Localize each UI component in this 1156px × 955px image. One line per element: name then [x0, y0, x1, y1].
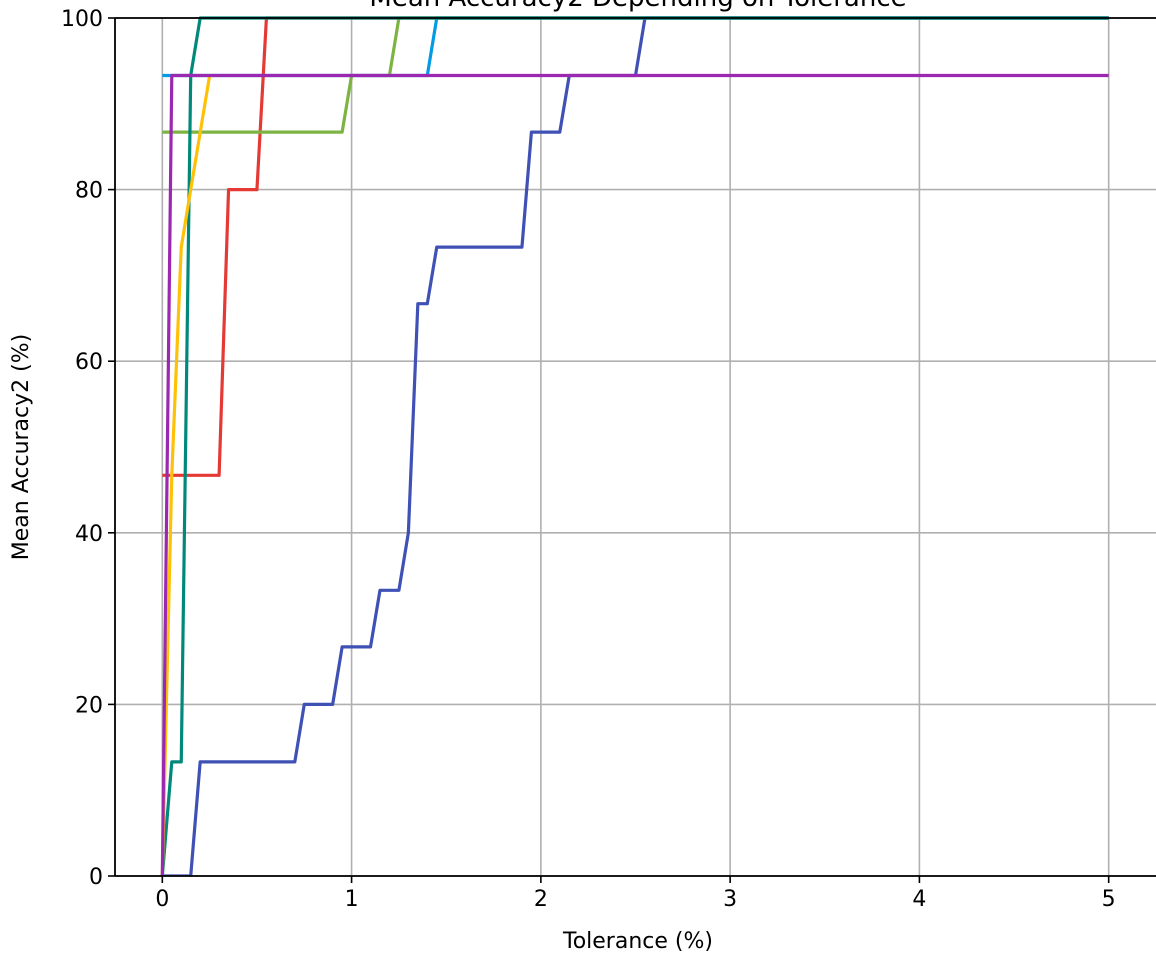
series-group [160, 16, 1109, 876]
y-tick-label: 20 [75, 693, 103, 718]
series-line-4 [162, 16, 1109, 876]
x-axis-label: Tolerance (%) [562, 929, 713, 954]
series-line-1 [162, 16, 1109, 477]
chart-title: Mean Accuracy2 Depending on Tolerance [369, 0, 906, 13]
axes [114, 17, 1156, 877]
x-tick-label: 1 [345, 887, 359, 912]
y-tick-label: 60 [75, 350, 103, 375]
x-tick-label: 4 [912, 887, 926, 912]
y-axis-label: Mean Accuracy2 (%) [9, 334, 34, 560]
x-tick-label: 3 [723, 887, 737, 912]
series-line-5 [160, 16, 1109, 876]
grid [115, 17, 1156, 877]
ticks: 0 1 2 3 4 5 0 20 40 60 80 100 [61, 7, 1116, 912]
series-line-7 [160, 73, 1109, 876]
x-tick-label: 0 [155, 887, 169, 912]
series-line-6 [160, 75, 212, 876]
y-tick-label: 80 [75, 179, 103, 204]
y-tick-label: 40 [75, 522, 103, 547]
x-tick-label: 5 [1102, 887, 1116, 912]
y-tick-label: 0 [89, 865, 103, 890]
y-tick-label: 100 [61, 7, 103, 32]
x-tick-label: 2 [534, 887, 548, 912]
